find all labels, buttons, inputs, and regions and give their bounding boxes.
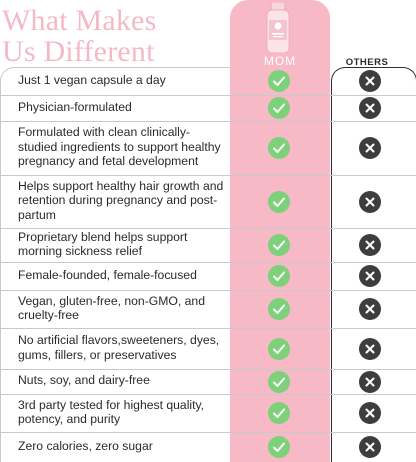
- others-column: [331, 67, 416, 462]
- table-row: [0, 394, 416, 432]
- check-circle-icon: [268, 436, 290, 458]
- check-circle-icon: [268, 97, 290, 119]
- feature-label: Nuts, soy, and dairy-free: [18, 373, 150, 388]
- x-circle-icon: [359, 234, 381, 256]
- headline: What Makes Us Different: [2, 5, 232, 67]
- check-circle-icon: [268, 137, 290, 159]
- feature-label: Formulated with clean clinically-studied…: [18, 125, 221, 169]
- check-circle-icon: [268, 370, 290, 393]
- feature-label: Vegan, gluten-free, non-GMO, and cruelty…: [18, 293, 205, 323]
- supplement-bottle-icon: [266, 2, 290, 54]
- check-circle-icon: [268, 298, 290, 320]
- table-row: [0, 121, 416, 175]
- feature-column-frame: [0, 67, 240, 462]
- table-row: [0, 262, 416, 290]
- check-circle-icon: [268, 402, 290, 424]
- x-circle-icon: [359, 298, 381, 320]
- x-circle-icon: [359, 137, 381, 159]
- feature-label: No artificial flavors,sweeteners, dyes, …: [18, 333, 220, 362]
- headline-line-1: What Makes: [2, 4, 157, 37]
- x-circle-icon: [359, 402, 381, 424]
- check-circle-icon: [268, 265, 290, 287]
- x-circle-icon: [359, 265, 381, 287]
- headline-line-2: Us Different: [2, 35, 155, 68]
- check-circle-icon: [268, 337, 290, 360]
- check-circle-icon: [268, 234, 290, 256]
- check-circle-icon: [268, 70, 290, 92]
- table-row: [0, 290, 416, 328]
- feature-label: Just 1 vegan capsule a day: [18, 72, 166, 87]
- x-circle-icon: [359, 70, 381, 92]
- feature-label: Helps support healthy hair growth and re…: [18, 178, 224, 222]
- check-circle-icon: [268, 190, 290, 213]
- table-row: [0, 432, 416, 462]
- x-circle-icon: [359, 436, 381, 458]
- others-label: OTHERS: [345, 57, 389, 68]
- table-row: [0, 175, 416, 228]
- table-row: [0, 369, 416, 394]
- x-circle-icon: [359, 370, 381, 393]
- table-row: [0, 95, 416, 121]
- feature-label: Physician-formulated: [18, 99, 132, 114]
- x-circle-icon: [359, 97, 381, 119]
- brand-label: MOM: [263, 54, 297, 68]
- x-circle-icon: [359, 337, 381, 360]
- feature-label: 3rd party tested for highest quality, po…: [18, 397, 205, 427]
- x-circle-icon: [359, 190, 381, 213]
- table-row: [0, 328, 416, 369]
- feature-label: Zero calories, zero sugar: [18, 438, 153, 453]
- table-row: [0, 228, 416, 262]
- feature-label: Female-founded, female-focused: [18, 267, 197, 282]
- feature-label: Proprietary blend helps support morning …: [18, 229, 188, 259]
